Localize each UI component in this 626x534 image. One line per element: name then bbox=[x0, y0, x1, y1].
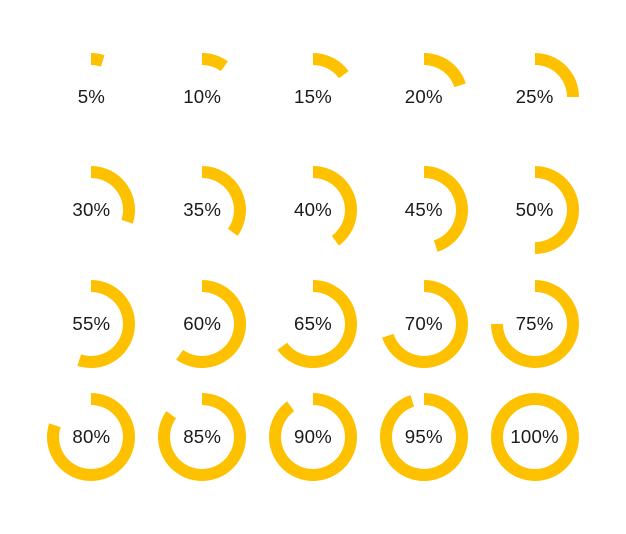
radial-progress-item: 15% bbox=[263, 47, 363, 147]
radial-progress-item: 100% bbox=[485, 387, 585, 487]
radial-progress-item: 85% bbox=[152, 387, 252, 487]
progress-label: 70% bbox=[405, 313, 443, 335]
progress-label: 20% bbox=[405, 86, 443, 108]
progress-label: 25% bbox=[516, 86, 554, 108]
radial-progress-item: 5% bbox=[41, 47, 141, 147]
progress-label: 55% bbox=[72, 313, 110, 335]
radial-progress-item: 80% bbox=[41, 387, 141, 487]
radial-progress-item: 25% bbox=[485, 47, 585, 147]
progress-label: 45% bbox=[405, 199, 443, 221]
radial-progress-item: 65% bbox=[263, 274, 363, 374]
radial-progress-item: 70% bbox=[374, 274, 474, 374]
progress-label: 10% bbox=[183, 86, 221, 108]
radial-progress-item: 35% bbox=[152, 160, 252, 260]
radial-progress-item: 20% bbox=[374, 47, 474, 147]
radial-progress-item: 40% bbox=[263, 160, 363, 260]
radial-progress-item: 95% bbox=[374, 387, 474, 487]
radial-progress-item: 50% bbox=[485, 160, 585, 260]
radial-progress-item: 90% bbox=[263, 387, 363, 487]
radial-progress-item: 60% bbox=[152, 274, 252, 374]
radial-progress-item: 55% bbox=[41, 274, 141, 374]
progress-label: 80% bbox=[72, 426, 110, 448]
progress-label: 40% bbox=[294, 199, 332, 221]
progress-label: 50% bbox=[516, 199, 554, 221]
radial-progress-item: 45% bbox=[374, 160, 474, 260]
radial-progress-grid: 5% 10% 15% 20% 25% 30% 35% 40% 45% 50% 55% 60% 65% 70… bbox=[0, 0, 626, 534]
progress-label: 60% bbox=[183, 313, 221, 335]
radial-progress-item: 30% bbox=[41, 160, 141, 260]
progress-label: 85% bbox=[183, 426, 221, 448]
progress-label: 75% bbox=[516, 313, 554, 335]
progress-label: 100% bbox=[510, 426, 559, 448]
progress-label: 90% bbox=[294, 426, 332, 448]
progress-label: 5% bbox=[78, 86, 105, 108]
radial-progress-item: 10% bbox=[152, 47, 252, 147]
progress-label: 65% bbox=[294, 313, 332, 335]
radial-progress-item: 75% bbox=[485, 274, 585, 374]
progress-label: 95% bbox=[405, 426, 443, 448]
progress-label: 35% bbox=[183, 199, 221, 221]
progress-label: 15% bbox=[294, 86, 332, 108]
progress-label: 30% bbox=[72, 199, 110, 221]
